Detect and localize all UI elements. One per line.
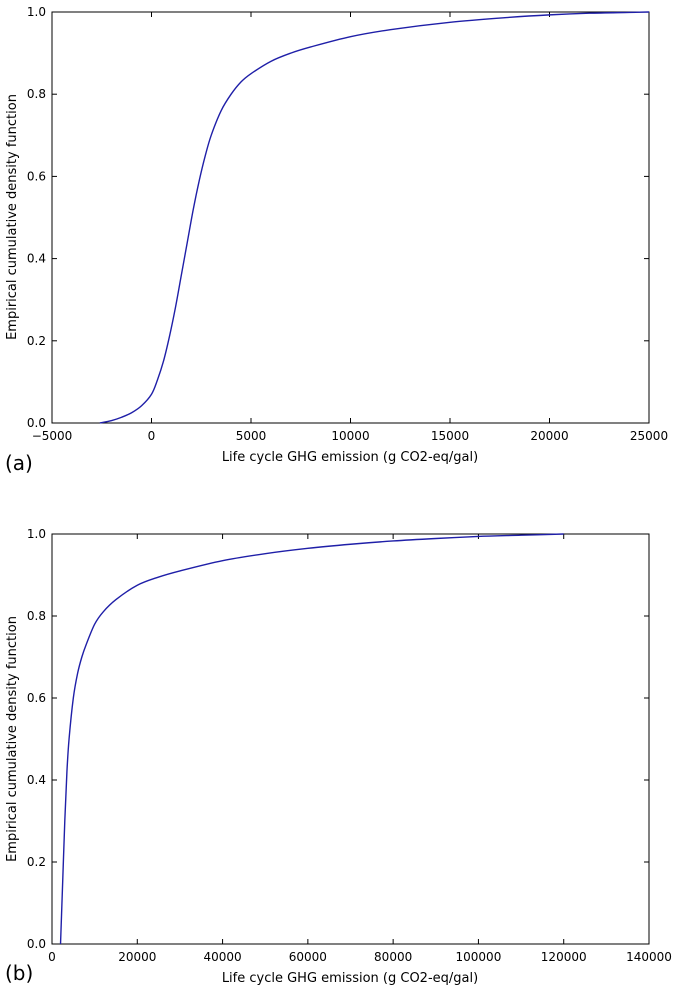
y-ticks-a: 0.0 0.2 0.4 0.6 0.8 1.0	[27, 5, 649, 430]
x-tick-label: 0	[48, 950, 56, 964]
y-tick-label: 0.4	[27, 773, 46, 787]
panel-label-a: (a)	[5, 451, 33, 475]
x-tick-label: 25000	[630, 429, 668, 443]
chart-panel-a: −5000 0 5000 10000 15000 20000 25000 0.0 0.2 0.4…	[5, 5, 668, 475]
panel-label-b: (b)	[5, 961, 33, 985]
ecdf-series-line-b	[59, 533, 564, 945]
x-tick-label: 120000	[541, 950, 587, 964]
y-axis-label-a: Empirical cumulative density function	[5, 94, 20, 340]
y-tick-label: 1.0	[27, 5, 46, 19]
x-tick-label: 40000	[203, 950, 241, 964]
x-tick-label: 140000	[626, 950, 672, 964]
y-tick-label: 0.8	[27, 87, 46, 101]
x-axis-label-b: Life cycle GHG emission (g CO2-eq/gal)	[222, 971, 478, 986]
y-tick-label: 1.0	[27, 527, 46, 541]
y-tick-label: 0.6	[27, 169, 46, 183]
x-tick-label: 100000	[456, 950, 502, 964]
x-tick-label: 15000	[431, 429, 469, 443]
chart-panel-b: 0 20000 40000 60000 80000 100000 120000 140000 …	[5, 527, 672, 986]
y-tick-label: 0.2	[27, 855, 46, 869]
ecdf-series-line-a	[99, 11, 650, 424]
series-group-b	[59, 533, 564, 945]
x-tick-label: 20000	[530, 429, 568, 443]
y-tick-label: 0.0	[27, 416, 46, 430]
plot-frame-b	[51, 533, 650, 945]
y-tick-label: 0.2	[27, 334, 46, 348]
x-tick-label: 0	[148, 429, 156, 443]
x-tick-label: 80000	[374, 950, 412, 964]
x-axis-label-a: Life cycle GHG emission (g CO2-eq/gal)	[222, 450, 478, 465]
x-ticks-a: −5000 0 5000 10000 15000 20000 25000	[32, 12, 668, 443]
y-tick-label: 0.4	[27, 252, 46, 266]
x-tick-label: 10000	[331, 429, 369, 443]
plot-frame-a	[51, 11, 650, 424]
series-group-a	[99, 11, 650, 424]
y-tick-label: 0.8	[27, 609, 46, 623]
y-tick-label: 0.6	[27, 691, 46, 705]
x-tick-label: 5000	[236, 429, 267, 443]
y-axis-label-b: Empirical cumulative density function	[5, 616, 20, 862]
y-ticks-b: 0.0 0.2 0.4 0.6 0.8 1.0	[27, 527, 649, 951]
x-tick-label: −5000	[32, 429, 73, 443]
x-ticks-b: 0 20000 40000 60000 80000 100000 120000 140000	[48, 534, 672, 964]
x-tick-label: 60000	[289, 950, 327, 964]
x-tick-label: 20000	[118, 950, 156, 964]
y-tick-label: 0.0	[27, 937, 46, 951]
